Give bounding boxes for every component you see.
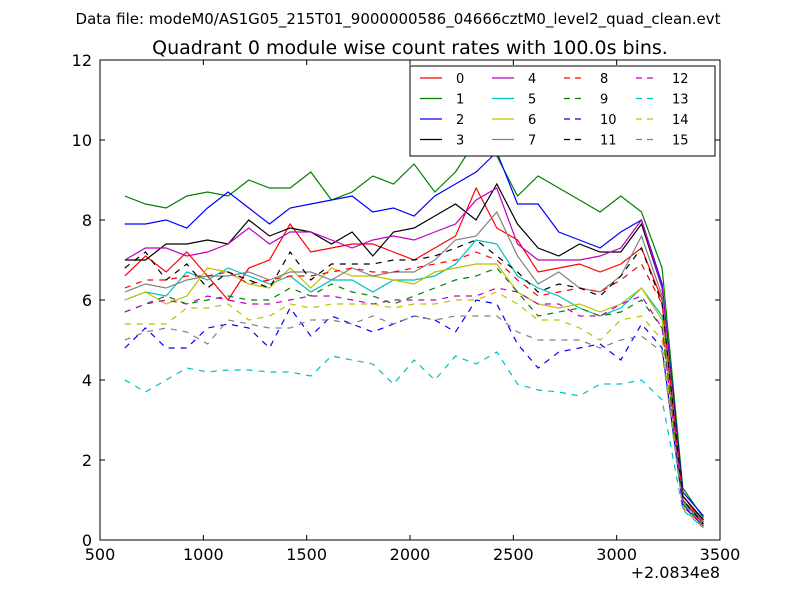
- series-line-12: [124, 287, 704, 527]
- chart-suptitle: Data file: modeM0/AS1G05_215T01_90000005…: [76, 10, 721, 29]
- series-group: [124, 139, 704, 529]
- series-line-6: [124, 263, 704, 527]
- legend-label-9: 9: [600, 93, 608, 108]
- series-line-14: [124, 291, 704, 529]
- x-tick-label: 2500: [493, 545, 534, 564]
- y-tick-label: 8: [82, 211, 92, 230]
- x-offset-label: +2.0834e8: [631, 563, 720, 582]
- legend-label-7: 7: [528, 134, 536, 149]
- x-tick-label: 3500: [700, 545, 741, 564]
- x-tick-label: 500: [85, 545, 116, 564]
- chart-title: Quadrant 0 module wise count rates with …: [152, 37, 668, 59]
- series-line-8: [124, 251, 704, 525]
- series-line-9: [124, 267, 704, 527]
- series-line-11: [124, 239, 704, 525]
- legend-box: [409, 65, 716, 157]
- y-tick-label: 6: [82, 291, 92, 310]
- y-tick-label: 10: [72, 131, 92, 150]
- legend-label-0: 0: [456, 72, 464, 87]
- y-tick-label: 4: [82, 371, 92, 390]
- legend-label-12: 12: [672, 72, 689, 87]
- legend-label-1: 1: [456, 93, 464, 108]
- series-line-2: [124, 150, 704, 517]
- legend-label-4: 4: [528, 72, 536, 87]
- x-tick-label: 3000: [596, 545, 637, 564]
- legend-label-15: 15: [672, 134, 689, 149]
- x-tick-label: 2000: [390, 545, 431, 564]
- series-line-5: [124, 239, 704, 525]
- legend-label-2: 2: [456, 113, 464, 128]
- y-tick-label: 0: [82, 531, 92, 550]
- legend-label-8: 8: [600, 72, 608, 87]
- series-line-4: [124, 187, 704, 523]
- legend-label-13: 13: [672, 93, 689, 108]
- legend-label-11: 11: [600, 134, 617, 149]
- legend-label-3: 3: [456, 134, 464, 149]
- y-tick-label: 2: [82, 451, 92, 470]
- legend-label-10: 10: [600, 113, 617, 128]
- series-line-1: [124, 139, 704, 519]
- legend-label-5: 5: [528, 93, 536, 108]
- x-tick-label: 1000: [183, 545, 224, 564]
- legend-label-6: 6: [528, 113, 536, 128]
- series-line-7: [124, 210, 704, 523]
- series-line-15: [124, 315, 704, 529]
- series-line-13: [124, 351, 704, 529]
- legend-label-14: 14: [672, 113, 689, 128]
- plot-frame: [99, 59, 721, 541]
- y-tick-label: 12: [72, 51, 92, 70]
- series-line-3: [124, 182, 704, 521]
- x-tick-label: 1500: [286, 545, 327, 564]
